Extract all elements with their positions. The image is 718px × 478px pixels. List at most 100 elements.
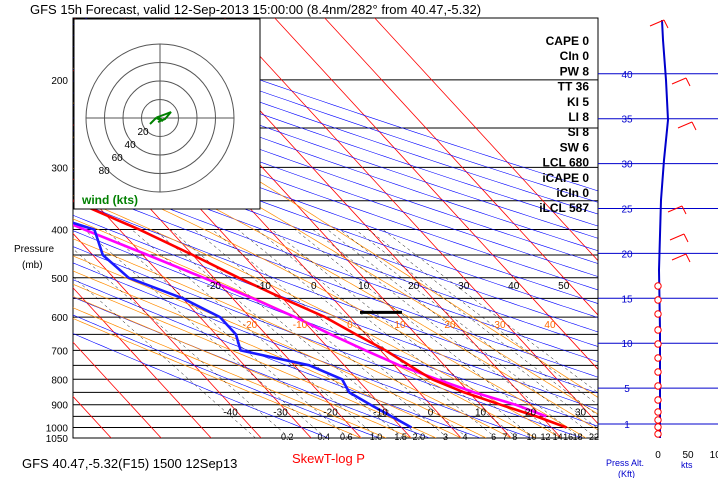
dry-adiabat-line xyxy=(73,333,329,438)
mixing-ratio-label: 4 xyxy=(463,432,468,442)
pressure-axis-unit: (mb) xyxy=(22,260,43,271)
calm-wind-marker xyxy=(654,310,662,318)
temperature-tick-label: -10 xyxy=(293,320,308,331)
moist-adiabat-line xyxy=(73,296,412,438)
hodograph-ring-label: 60 xyxy=(112,153,124,164)
temperature-tick-label: 40 xyxy=(544,320,556,331)
hodograph-label: wind (kts) xyxy=(81,193,138,207)
temperature-tick-label: -20 xyxy=(323,408,338,419)
mixing-ratio-label: 0.4 xyxy=(317,432,330,442)
index-pw: PW 8 xyxy=(560,64,590,78)
temperature-tick-label: -20 xyxy=(207,281,222,292)
wind-barb xyxy=(671,77,691,87)
altitude-tick-label: 35 xyxy=(621,115,633,126)
index-cin: CIn 0 xyxy=(560,49,590,63)
temperature-tick-label: 20 xyxy=(408,281,420,292)
pressure-tick-label: 200 xyxy=(51,76,68,87)
alt-axis-unit: (Kft) xyxy=(618,469,635,478)
temperature-tick-label: 0 xyxy=(311,281,317,292)
temperature-tick-label: -10 xyxy=(373,408,388,419)
hodograph-ring-label: 40 xyxy=(125,140,137,151)
mixing-ratio-line xyxy=(382,229,598,393)
pressure-axis-label: Pressure xyxy=(14,244,54,255)
dry-adiabat-line xyxy=(73,246,582,438)
index-si: SI 8 xyxy=(568,125,590,139)
parcel-trace-line xyxy=(73,223,547,418)
dry-adiabat-line xyxy=(73,185,598,378)
chart-title: GFS 15h Forecast, valid 12-Sep-2013 15:0… xyxy=(30,2,481,17)
mixing-ratio-line xyxy=(194,229,449,438)
mixing-ratio-label: 16 xyxy=(563,432,573,442)
calm-wind-marker xyxy=(654,416,662,424)
mixing-ratio-line xyxy=(327,229,597,438)
calm-wind-marker xyxy=(654,354,662,362)
calm-wind-marker xyxy=(654,368,662,376)
index-sw: SW 6 xyxy=(560,140,590,154)
wind-speed-tick-label: 0 xyxy=(655,450,661,461)
temperature-ticks-bottom: -40 -30 -20 -10 0 10 20 30 xyxy=(223,408,586,419)
moist-adiabat-line xyxy=(73,283,437,438)
wind-speed-unit: kts xyxy=(681,460,693,470)
calm-wind-marker xyxy=(654,296,662,304)
dry-adiabat-line xyxy=(73,23,598,203)
mixing-ratio-label: 0.6 xyxy=(340,432,353,442)
temperature-tick-label: 10 xyxy=(475,408,487,419)
dry-adiabat-line xyxy=(73,279,481,438)
mixing-ratio-line xyxy=(211,229,468,438)
altitude-tick-label: 10 xyxy=(621,339,633,350)
index-icin: iCIn 0 xyxy=(556,186,589,200)
temperature-tick-label: -10 xyxy=(257,281,272,292)
wind-barb xyxy=(649,19,669,29)
alt-axis-label: Press Alt. xyxy=(606,458,644,468)
mixing-ratio-label: 8 xyxy=(512,432,517,442)
mixing-ratio-label: 6 xyxy=(491,432,496,442)
dry-adiabat-line xyxy=(73,57,598,239)
pressure-tick-label: 1000 xyxy=(46,423,69,434)
dry-adiabat-line xyxy=(73,199,598,394)
index-li: LI 8 xyxy=(568,110,589,124)
calm-wind-marker xyxy=(654,430,662,438)
calm-wind-marker xyxy=(654,396,662,404)
temperature-tick-label: 10 xyxy=(358,281,370,292)
pressure-tick-label: 700 xyxy=(51,346,68,357)
calm-wind-marker xyxy=(654,423,662,431)
isotherm-line xyxy=(274,18,598,370)
moist-adiabat-line xyxy=(73,167,587,438)
altitude-tick-label: 40 xyxy=(621,70,633,81)
calm-wind-marker xyxy=(654,282,662,290)
wind-speed-tick-label: 100 xyxy=(710,450,718,461)
mixing-ratio-line xyxy=(131,229,379,438)
dry-adiabat-line xyxy=(73,171,598,363)
temperature-ticks-mid: -20 -10 0 10 20 30 40 xyxy=(243,320,556,331)
calm-wind-marker xyxy=(654,382,662,390)
index-ilcl: iLCL 587 xyxy=(539,201,589,215)
hodograph-ring-label: 20 xyxy=(137,127,149,138)
mixing-ratio-line xyxy=(84,229,327,438)
mixing-ratio-line xyxy=(271,229,535,438)
pressure-tick-label: 1050 xyxy=(46,434,69,445)
wind-barb xyxy=(671,253,691,263)
dry-adiabat-line xyxy=(73,68,598,252)
wind-altitude-panel: 1510152025303540050100 Press Alt. (Kft) … xyxy=(597,18,718,478)
dry-adiabat-line xyxy=(73,80,598,264)
temperature-tick-label: -20 xyxy=(243,320,258,331)
mixing-ratio-label: 1.5 xyxy=(394,432,407,442)
altitude-tick-label: 20 xyxy=(621,249,633,260)
temperature-tick-label: 20 xyxy=(525,408,537,419)
isotherm-line xyxy=(73,124,362,438)
pressure-tick-label: 300 xyxy=(51,163,68,174)
mixing-ratio-line xyxy=(256,229,518,438)
isotherm-line xyxy=(73,232,262,438)
temperature-tick-label: 30 xyxy=(575,408,587,419)
dry-adiabat-line xyxy=(73,92,598,277)
moist-adiabat-line xyxy=(73,238,512,438)
index-lcl: LCL 680 xyxy=(543,156,590,170)
pressure-tick-label: 500 xyxy=(51,274,68,285)
wind-speed-profile xyxy=(657,19,670,438)
isotherm-line xyxy=(374,18,598,262)
profile-curves xyxy=(73,199,567,429)
temperature-tick-label: 30 xyxy=(458,281,470,292)
wind-barb xyxy=(669,233,689,243)
